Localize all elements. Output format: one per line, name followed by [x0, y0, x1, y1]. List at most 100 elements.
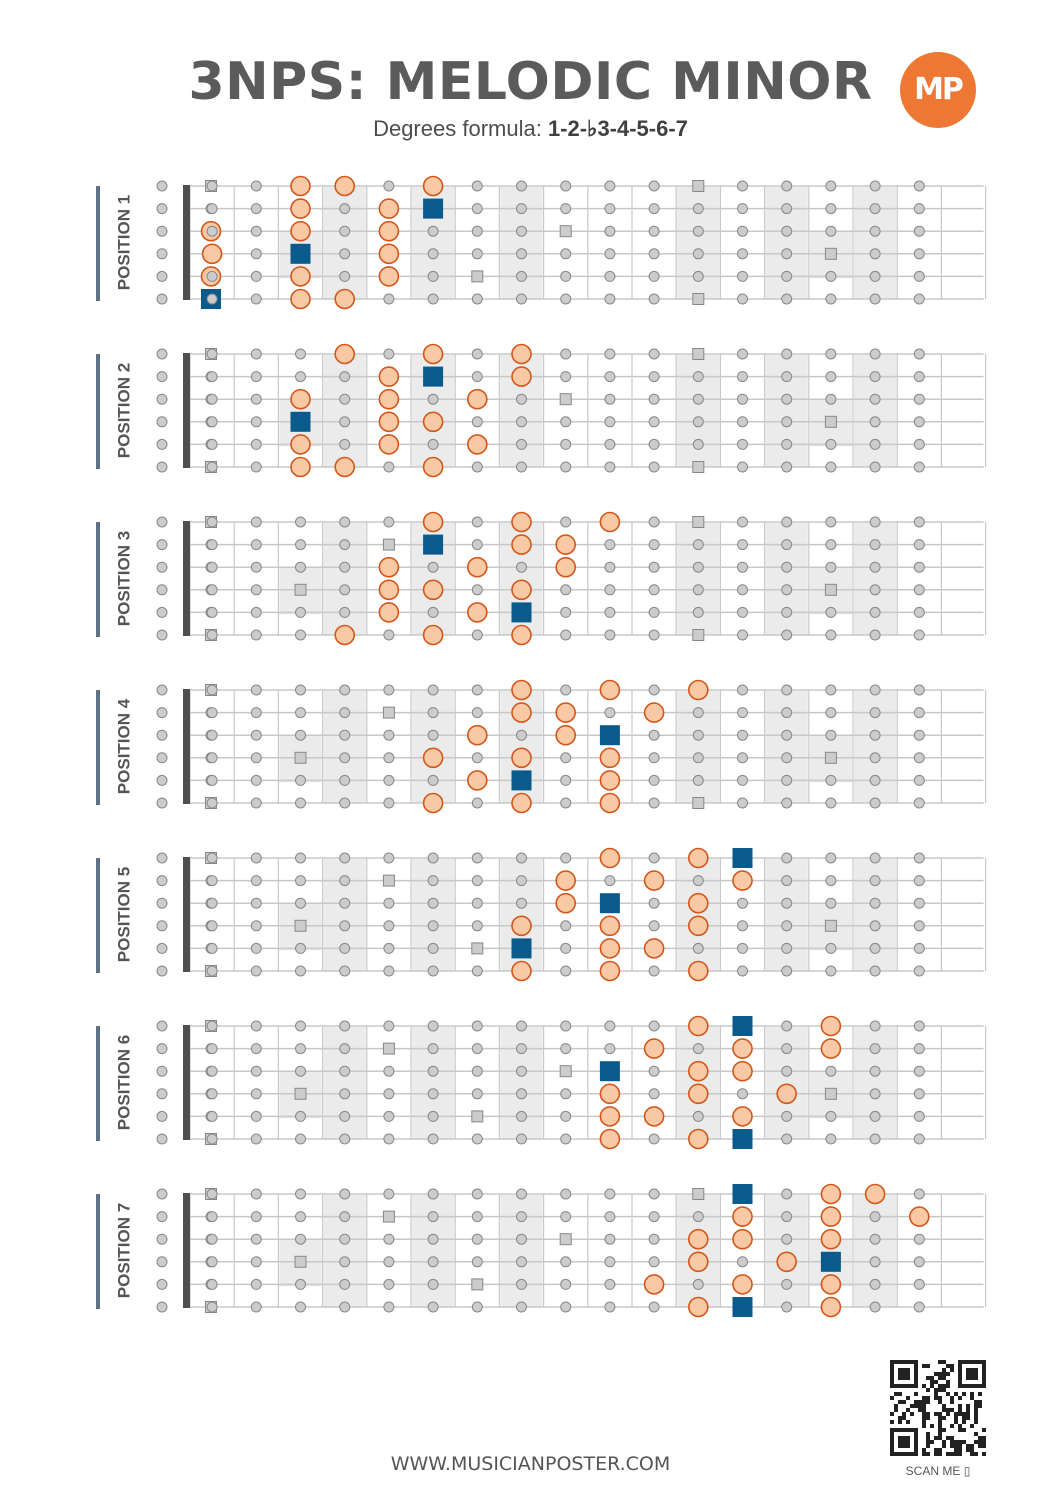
- fret-marker-dot: [295, 852, 306, 864]
- scale-note: [599, 1083, 621, 1105]
- fret-marker-dot: [604, 561, 616, 573]
- fret-marker-dot: [604, 438, 616, 450]
- website-link[interactable]: WWW.MUSICIANPOSTER.COM: [390, 1453, 671, 1475]
- fret-marker-dot: [869, 561, 881, 573]
- fret-marker-dot: [206, 707, 218, 719]
- scale-note: [422, 792, 444, 814]
- fret-marker-dot: [781, 248, 793, 260]
- fret-marker-dot: [648, 180, 660, 192]
- fret-marker-dot: [383, 1020, 395, 1032]
- fret-marker-dot: [250, 225, 262, 237]
- fret-marker-dot: [648, 1020, 660, 1032]
- fret-marker-dot: [383, 684, 395, 696]
- fret-marker-dot: [648, 539, 660, 551]
- scale-note: [687, 1083, 709, 1105]
- fret-marker-dot: [383, 797, 395, 809]
- fret-marker-dot: [913, 852, 925, 864]
- fret-marker-dot: [913, 180, 925, 192]
- qr-code-icon[interactable]: [890, 1360, 986, 1456]
- fret-marker-dot: [471, 225, 483, 237]
- fret-marker-dot: [516, 461, 527, 473]
- fret-marker-dot: [560, 1133, 572, 1145]
- fret-marker-dot: [869, 875, 881, 887]
- root-note: [732, 1184, 753, 1204]
- fret-marker-dot: [869, 1043, 881, 1055]
- fret-marker-dot: [604, 270, 616, 282]
- fret-marker-dot: [427, 684, 439, 696]
- open-string-marker: [156, 270, 168, 282]
- fret-marker-dot: [560, 348, 572, 360]
- root-marker-square: [471, 1110, 484, 1123]
- root-marker-square: [692, 293, 705, 305]
- position-label-bar: [96, 690, 100, 805]
- open-string-marker: [156, 1110, 168, 1122]
- scale-note: [643, 938, 665, 959]
- fret-marker-dot: [737, 684, 748, 696]
- fret-marker-dot: [781, 270, 793, 282]
- fret-marker-dot: [295, 797, 306, 809]
- fret-marker-dot: [737, 707, 748, 719]
- root-note: [423, 366, 444, 387]
- fret-marker-dot: [295, 729, 306, 741]
- fret-marker-dot: [913, 875, 925, 887]
- fret-marker-dot: [427, 248, 439, 260]
- fret-marker-dot: [913, 371, 925, 383]
- open-string-marker: [156, 438, 168, 450]
- fret-marker-dot: [737, 539, 748, 551]
- fret-marker-dot: [825, 1110, 837, 1122]
- fret-marker-dot: [295, 1043, 306, 1055]
- fret-marker-dot: [692, 875, 704, 887]
- fret-marker-dot: [648, 1301, 660, 1313]
- open-string-marker: [156, 180, 168, 192]
- fret-marker-dot: [781, 348, 793, 360]
- scale-note: [687, 892, 709, 914]
- fret-marker-dot: [692, 752, 704, 764]
- fret-marker-dot: [869, 920, 881, 932]
- fret-marker-dot: [913, 797, 925, 809]
- fret-marker-dot: [383, 1110, 395, 1122]
- position-label-bar: [96, 354, 100, 469]
- scale-note: [511, 579, 532, 601]
- fret-marker-dot: [869, 348, 881, 360]
- fret-marker-dot: [825, 561, 837, 573]
- fret-marker-dot: [516, 1133, 527, 1145]
- fret-marker-dot: [781, 752, 793, 764]
- fret-marker-dot: [339, 270, 351, 282]
- open-string-marker: [156, 606, 168, 618]
- fret-marker-dot: [383, 729, 395, 741]
- fret-marker-dot: [339, 965, 351, 977]
- root-marker-square: [692, 461, 705, 473]
- fret-marker-dot: [427, 875, 439, 887]
- fret-marker-dot: [295, 371, 306, 383]
- fret-marker-dot: [339, 561, 351, 573]
- fret-marker-dot: [825, 684, 837, 696]
- fret-marker-dot: [206, 1301, 218, 1313]
- root-note: [511, 602, 532, 623]
- fret-marker-dot: [560, 516, 572, 528]
- open-string-marker: [156, 293, 168, 305]
- fret-marker-dot: [913, 707, 925, 719]
- fret-marker-dot: [339, 707, 351, 719]
- fret-marker-dot: [869, 248, 881, 260]
- fret-marker-dot: [913, 1043, 925, 1055]
- root-marker-square: [692, 348, 705, 360]
- fret-marker-dot: [648, 1065, 660, 1077]
- fret-marker-dot: [250, 180, 262, 192]
- scale-note: [687, 960, 709, 982]
- scale-note: [511, 534, 532, 555]
- fret-marker-dot: [250, 1233, 262, 1245]
- scan-me-label: SCAN ME ▯: [890, 1464, 986, 1478]
- scale-note: [555, 556, 577, 578]
- fret-marker-dot: [560, 416, 572, 428]
- fret-marker-dot: [206, 416, 218, 428]
- fret-marker-dot: [516, 561, 527, 573]
- scale-note: [732, 1038, 753, 1059]
- open-string-marker: [156, 897, 168, 909]
- fret-marker-dot: [250, 965, 262, 977]
- scale-note: [599, 770, 621, 791]
- scale-note: [555, 870, 577, 891]
- fret-marker-dot: [471, 875, 483, 887]
- fret-marker-dot: [250, 629, 262, 641]
- fret-marker-dot: [604, 203, 616, 215]
- formula-value: 1-2-♭3-4-5-6-7: [547, 116, 688, 141]
